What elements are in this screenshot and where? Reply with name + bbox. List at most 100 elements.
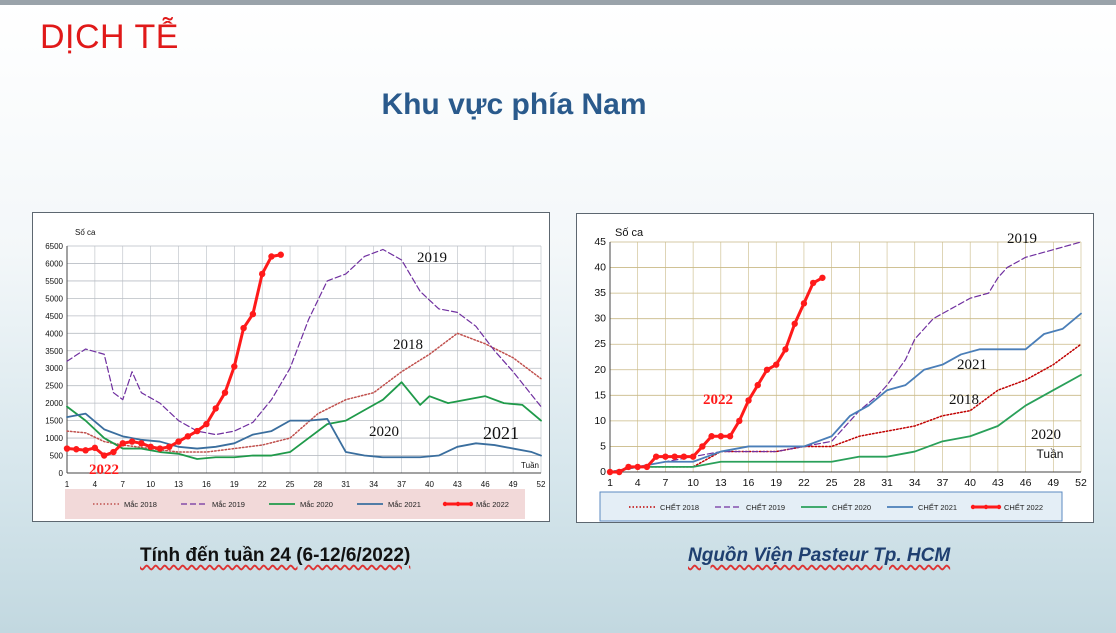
legend-marker [970, 504, 976, 510]
deaths-label-2020: 2020 [1031, 427, 1061, 443]
x-tick-label: 7 [662, 477, 668, 489]
y-tick-label: 10 [594, 415, 606, 427]
deaths-point-2022 [680, 453, 688, 460]
deaths-series-2019 [609, 241, 1082, 473]
y-tick-label: 40 [594, 262, 606, 274]
deaths-point-2022 [689, 453, 697, 460]
deaths-label-2021: 2021 [957, 357, 987, 373]
y-axis-label: Số ca [75, 228, 96, 237]
cases-point-2022 [221, 389, 229, 396]
cases-point-2022 [110, 448, 117, 456]
x-tick-label: 25 [826, 477, 838, 489]
x-tick-label: 37 [397, 480, 406, 489]
deaths-series-2020 [609, 373, 1082, 473]
deaths-point-2022 [736, 417, 743, 425]
y-tick-label: 2000 [45, 399, 63, 408]
x-tick-label: 22 [798, 477, 810, 489]
x-tick-label: 4 [635, 477, 641, 489]
cases-series-2019 [66, 248, 542, 436]
legend-marker [455, 501, 461, 507]
y-tick-label: 6500 [45, 242, 63, 251]
cases-point-2022 [82, 447, 89, 454]
x-tick-label: 37 [937, 477, 949, 489]
x-tick-label: 43 [992, 477, 1004, 489]
deaths-point-2022 [671, 453, 678, 460]
legend-marker [996, 504, 1002, 510]
cases-label-2018: 2018 [393, 337, 423, 353]
caption-week: Tính đến tuần 24 (6-12/6/2022) [140, 545, 411, 566]
x-tick-label: 52 [1075, 477, 1087, 489]
y-tick-label: 3500 [45, 347, 63, 356]
x-tick-label: 1 [607, 477, 613, 489]
deaths-point-2022 [819, 274, 826, 281]
y-tick-label: 25 [594, 338, 606, 350]
deaths-point-2022 [643, 463, 651, 471]
legend-item-label: CHẾT 2021 [918, 502, 957, 512]
cases-label-2019: 2019 [417, 250, 447, 266]
deaths-point-2022 [717, 433, 725, 440]
legend-item-label: CHẾT 2022 [1004, 502, 1043, 512]
x-tick-label: 43 [453, 480, 462, 489]
x-tick-label: 19 [770, 477, 782, 489]
cases-point-2022 [277, 251, 284, 258]
legend-item-label: Mắc 2022 [476, 500, 509, 509]
legend-item-label: Mắc 2021 [388, 500, 421, 509]
x-tick-label: 49 [1047, 477, 1059, 489]
y-tick-label: 45 [594, 236, 606, 248]
y-tick-label: 35 [594, 287, 606, 299]
cases-point-2022 [166, 443, 173, 451]
y-tick-label: 1500 [45, 417, 63, 426]
x-tick-label: 46 [481, 480, 490, 489]
x-tick-label: 40 [425, 480, 434, 489]
x-tick-label: 49 [509, 480, 518, 489]
deaths-chart: 0 5 10 15 20 25 30 35 40 45 1 4 7 10 13 16 19 22 25 28 31 34 3… [576, 213, 1094, 523]
slide-title: DỊCH TỄ [40, 18, 179, 56]
cases-series-2020 [66, 381, 542, 460]
deaths-point-2022 [763, 366, 771, 373]
cases-chart: 0 500 1000 1500 2000 2500 3000 3500 4000 4500 5000… [32, 212, 550, 522]
cases-point-2022 [138, 440, 145, 447]
deaths-point-2022 [800, 300, 808, 307]
cases-label-2022: 2022 [89, 462, 119, 478]
deaths-point-2022 [809, 279, 817, 287]
deaths-point-2022 [745, 397, 752, 404]
x-tick-label: 16 [202, 480, 211, 489]
cases-point-2022 [91, 444, 99, 452]
cases-point-2022 [258, 270, 266, 278]
cases-point-2022 [73, 446, 80, 453]
legend-item-label: Mắc 2018 [124, 500, 157, 509]
x-tick-label: 10 [687, 477, 699, 489]
x-tick-label: 31 [881, 477, 893, 489]
cases-point-2022 [119, 440, 126, 447]
slide-subtitle: Khu vực phía Nam [381, 88, 647, 121]
y-tick-label: 3000 [45, 364, 63, 373]
x-tick-label: 22 [258, 480, 267, 489]
x-axis-label: Tuần [521, 461, 539, 470]
y-axis-label: Số ca [615, 227, 644, 239]
x-tick-label: 34 [909, 477, 921, 489]
legend-marker [468, 501, 474, 507]
deaths-chart-svg: 0 5 10 15 20 25 30 35 40 45 1 4 7 10 13 16 19 22 25 28 31 34 3… [594, 227, 1087, 522]
cases-point-2022 [156, 445, 164, 452]
y-tick-label: 0 [59, 469, 64, 478]
cases-point-2022 [63, 445, 71, 452]
deaths-label-2018: 2018 [949, 392, 979, 408]
x-tick-label: 10 [146, 480, 155, 489]
x-tick-label: 13 [174, 480, 183, 489]
cases-point-2022 [268, 253, 275, 260]
y-tick-label: 5500 [45, 277, 63, 286]
deaths-point-2022 [634, 463, 641, 471]
deaths-point-2022 [782, 346, 789, 353]
legend-marker [442, 501, 448, 507]
y-tick-label: 15 [594, 389, 606, 401]
y-tick-label: 30 [594, 313, 606, 325]
deaths-point-2022 [699, 443, 706, 450]
cases-point-2022 [231, 363, 238, 370]
legend-marker [983, 504, 989, 510]
deaths-point-2022 [708, 433, 715, 440]
caption-source: Nguồn Viện Pasteur Tp. HCM [688, 545, 951, 566]
x-tick-label: 13 [715, 477, 727, 489]
y-tick-label: 4000 [45, 329, 63, 338]
x-tick-label: 19 [230, 480, 239, 489]
deaths-label-2019: 2019 [1007, 231, 1037, 247]
